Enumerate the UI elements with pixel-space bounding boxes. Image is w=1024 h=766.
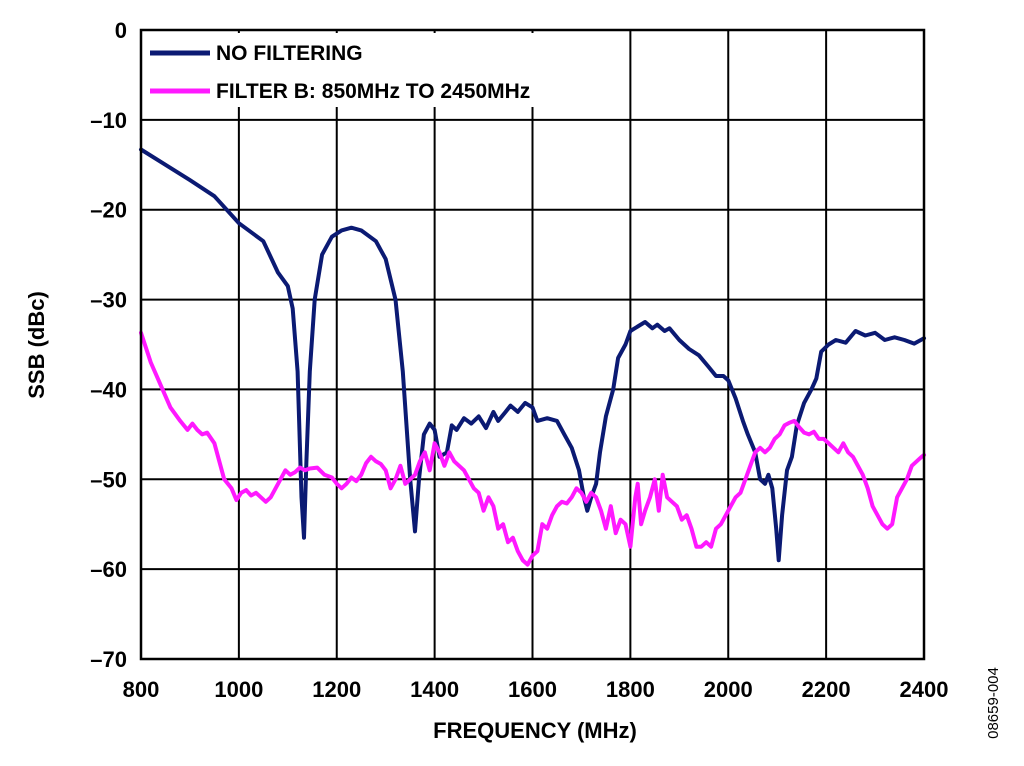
x-tick-labels: 800 1000 1200 1400 1600 1800 2000 2200 2400 (123, 677, 949, 702)
y-tick-label: –60 (90, 557, 127, 582)
y-tick-label: –70 (90, 647, 127, 672)
y-axis-title: SSB (dBc) (24, 291, 49, 399)
x-tick-label: 1200 (312, 677, 361, 702)
series-line-filter-b (139, 330, 926, 567)
figure-id: 08659-004 (985, 667, 1002, 739)
x-tick-label: 1600 (508, 677, 557, 702)
legend-background (143, 33, 620, 107)
grid-lines (141, 30, 924, 659)
x-tick-label: 800 (123, 677, 160, 702)
legend-label-filter-b: FILTER B: 850MHz TO 2450MHz (216, 80, 530, 103)
x-axis-title: FREQUENCY (MHz) (433, 718, 637, 743)
x-tick-label: 2000 (704, 677, 753, 702)
legend-label-no-filtering: NO FILTERING (216, 42, 363, 65)
y-tick-label: 0 (115, 18, 127, 43)
y-tick-labels: 0 –10 –20 –30 –40 –50 –60 –70 (90, 18, 127, 672)
y-tick-label: –10 (90, 108, 127, 133)
x-tick-label: 2400 (900, 677, 949, 702)
legend: NO FILTERING FILTER B: 850MHz TO 2450MHz (143, 33, 620, 107)
x-tick-label: 1000 (214, 677, 263, 702)
x-tick-label: 1400 (410, 677, 459, 702)
x-tick-label: 1800 (606, 677, 655, 702)
y-tick-label: –20 (90, 198, 127, 223)
plot-frame (139, 28, 926, 661)
x-tick-label: 2200 (802, 677, 851, 702)
y-tick-label: –40 (90, 377, 127, 402)
y-tick-label: –30 (90, 288, 127, 313)
series-lines (139, 147, 926, 567)
y-tick-label: –50 (90, 467, 127, 492)
